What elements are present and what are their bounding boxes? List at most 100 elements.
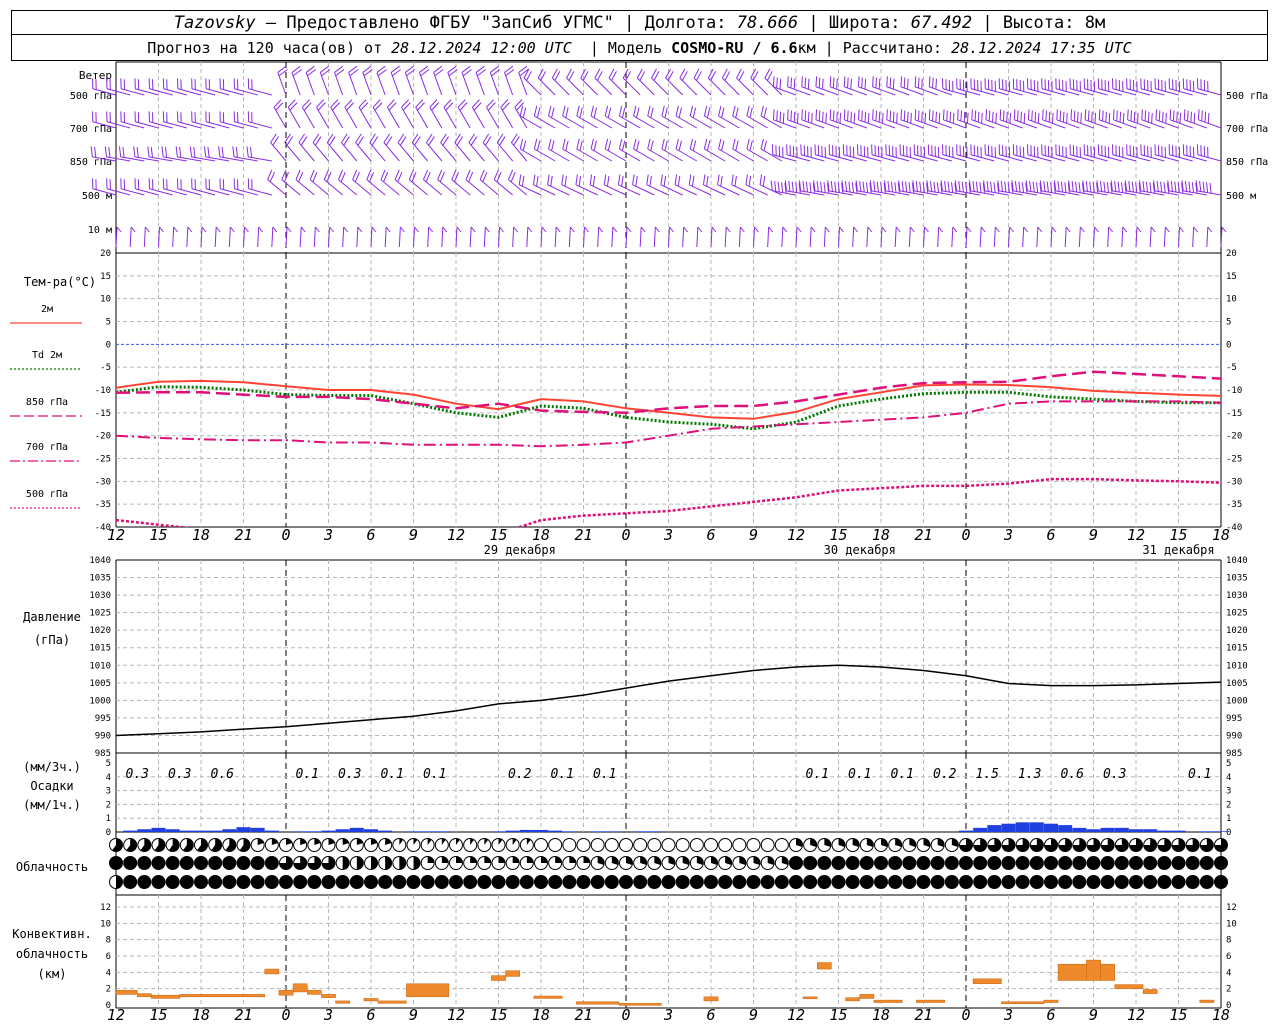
wind-barb	[1055, 190, 1080, 196]
wind-barb-feather	[830, 181, 833, 192]
wind-barb-10m	[342, 226, 345, 248]
wind-barb	[1155, 154, 1179, 162]
wind-barb-feather	[507, 169, 514, 180]
wind-barb-feather	[921, 111, 923, 123]
wind-barb	[942, 190, 967, 196]
wind-barb-feather	[795, 182, 798, 193]
cloud-symbol	[1015, 856, 1030, 870]
wind-barb-feather	[977, 111, 980, 123]
hour-tick-label-bottom: 6	[1046, 1006, 1055, 1024]
wind-barb	[942, 154, 967, 162]
wind-barb-feather	[922, 182, 925, 193]
wind-barb-feather	[1152, 182, 1155, 194]
wind-barb-feather	[683, 226, 689, 233]
hour-tick-label: 21	[914, 526, 932, 544]
cloud-symbol	[378, 875, 393, 889]
cloud-fill	[696, 856, 704, 866]
cloud-symbol	[902, 875, 917, 889]
wind-barb	[871, 154, 896, 162]
cloud-fill	[112, 838, 123, 852]
wind-barb	[689, 115, 712, 129]
wind-barb	[759, 184, 783, 196]
cloud-symbol	[817, 856, 832, 870]
cloud-symbol	[1100, 875, 1115, 889]
wind-barb-feather	[759, 174, 763, 185]
wind-barb-feather	[1034, 111, 1037, 123]
precip-bar	[123, 830, 138, 832]
precip-ytick-left: 5	[106, 759, 111, 769]
wind-barb	[886, 86, 910, 96]
wind-barb	[736, 77, 754, 96]
wind-barb-feather	[770, 180, 773, 191]
cloud-fill	[1087, 838, 1100, 852]
wind-barb	[295, 179, 315, 196]
wind-barb-feather	[802, 181, 805, 192]
wind-barb-10m	[1022, 226, 1025, 248]
cloud-symbol	[321, 875, 336, 889]
cloud-fill	[484, 838, 489, 845]
conv-bar	[115, 990, 138, 995]
wind-barb-feather	[900, 76, 903, 87]
wind-barb-feather	[354, 172, 360, 183]
wind-barb-feather	[604, 105, 609, 117]
wind-barb-feather	[471, 99, 480, 108]
wind-barb	[206, 88, 230, 96]
wind-barb-feather	[928, 109, 931, 120]
wind-barb-feather	[752, 71, 759, 81]
temp-ytick-right: 10	[1226, 295, 1237, 305]
cloud-symbol	[888, 856, 903, 870]
wind-barb	[1098, 88, 1122, 96]
wind-barb-feather	[258, 226, 264, 233]
wind-barb-feather	[996, 182, 1000, 194]
pressure-ytick-right: 985	[1226, 749, 1242, 759]
wind-barb	[886, 154, 910, 162]
wind-barb-feather	[1071, 181, 1074, 192]
precip-bar	[1029, 822, 1044, 832]
wind-barb-feather	[1190, 111, 1192, 123]
wind-barb-feather	[516, 102, 525, 111]
wind-barb-feather	[133, 146, 136, 157]
wind-barb-feather	[738, 71, 745, 81]
cloud-symbol	[675, 875, 690, 889]
wind-barb	[1141, 88, 1165, 96]
wind-barb-feather	[935, 78, 937, 90]
cloud-symbol	[1044, 875, 1058, 889]
precip-bar	[1058, 825, 1073, 832]
wind-barb	[219, 156, 244, 162]
wind-barb-feather	[415, 99, 424, 108]
wind-barb-feather	[442, 136, 449, 146]
cloud-symbol	[576, 875, 591, 889]
wind-barb	[1083, 190, 1108, 196]
cloud-symbol	[576, 838, 591, 852]
wind-barb-feather	[1068, 180, 1071, 191]
legend-label: 2м	[41, 304, 53, 315]
day-label: 31 декабря	[1142, 543, 1214, 557]
precip-bar	[1199, 831, 1214, 832]
wind-barb	[1070, 88, 1094, 96]
provider-text: — Предоставлено ФГБУ "ЗапСиб УГМС" | Дол…	[255, 12, 737, 33]
wind-barb-feather	[1135, 182, 1138, 193]
precip-bar	[222, 829, 237, 832]
wind-barb	[1168, 190, 1193, 196]
cloud-fill	[399, 838, 404, 845]
wind-barb-feather	[437, 169, 443, 180]
cloud-fill	[441, 838, 446, 845]
wind-barb-feather	[954, 180, 958, 191]
wind-barb	[366, 179, 386, 196]
wind-barb	[284, 142, 301, 162]
hour-tick-label-bottom: 9	[1089, 1006, 1098, 1024]
wind-barb-feather	[422, 169, 429, 180]
cloud-symbol	[1171, 856, 1186, 870]
wind-barb-10m	[1220, 226, 1223, 248]
wind-barb	[1183, 190, 1207, 196]
precip-bar	[562, 831, 577, 832]
wind-barb-feather	[750, 68, 757, 79]
wind-barb-10m	[568, 226, 571, 248]
cloud-fill	[654, 856, 661, 866]
wind-barb	[489, 72, 499, 96]
cloud-fill	[682, 856, 690, 866]
wind-barb-feather	[459, 102, 468, 111]
wind-barb-feather	[867, 226, 873, 233]
wind-barb	[394, 179, 414, 196]
precip-bar	[1143, 829, 1158, 832]
